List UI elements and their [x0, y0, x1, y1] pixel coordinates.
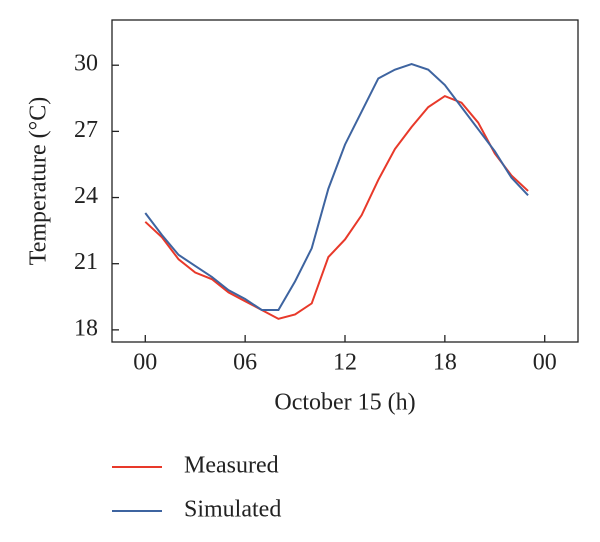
data-line	[144, 63, 529, 312]
x-tick-label: 12	[333, 350, 357, 376]
x-tick-label: 00	[133, 350, 157, 376]
x-axis-label: October 15 (h)	[274, 390, 415, 416]
x-tick-label: 18	[433, 350, 457, 376]
y-tick-label: 24	[74, 183, 98, 209]
y-tick-label: 30	[74, 51, 98, 77]
y-tick-label: 21	[74, 249, 98, 275]
y-tick-label: 18	[74, 315, 98, 341]
legend-label: Simulated	[184, 497, 281, 523]
x-tick-label: 06	[233, 350, 257, 376]
plot-frame	[111, 19, 579, 343]
legend-label: Measured	[184, 453, 279, 479]
y-axis-label: Temperature (°C)	[26, 97, 52, 266]
x-tick-label: 00	[533, 350, 557, 376]
y-tick-label: 27	[74, 117, 98, 143]
data-line	[144, 94, 529, 320]
